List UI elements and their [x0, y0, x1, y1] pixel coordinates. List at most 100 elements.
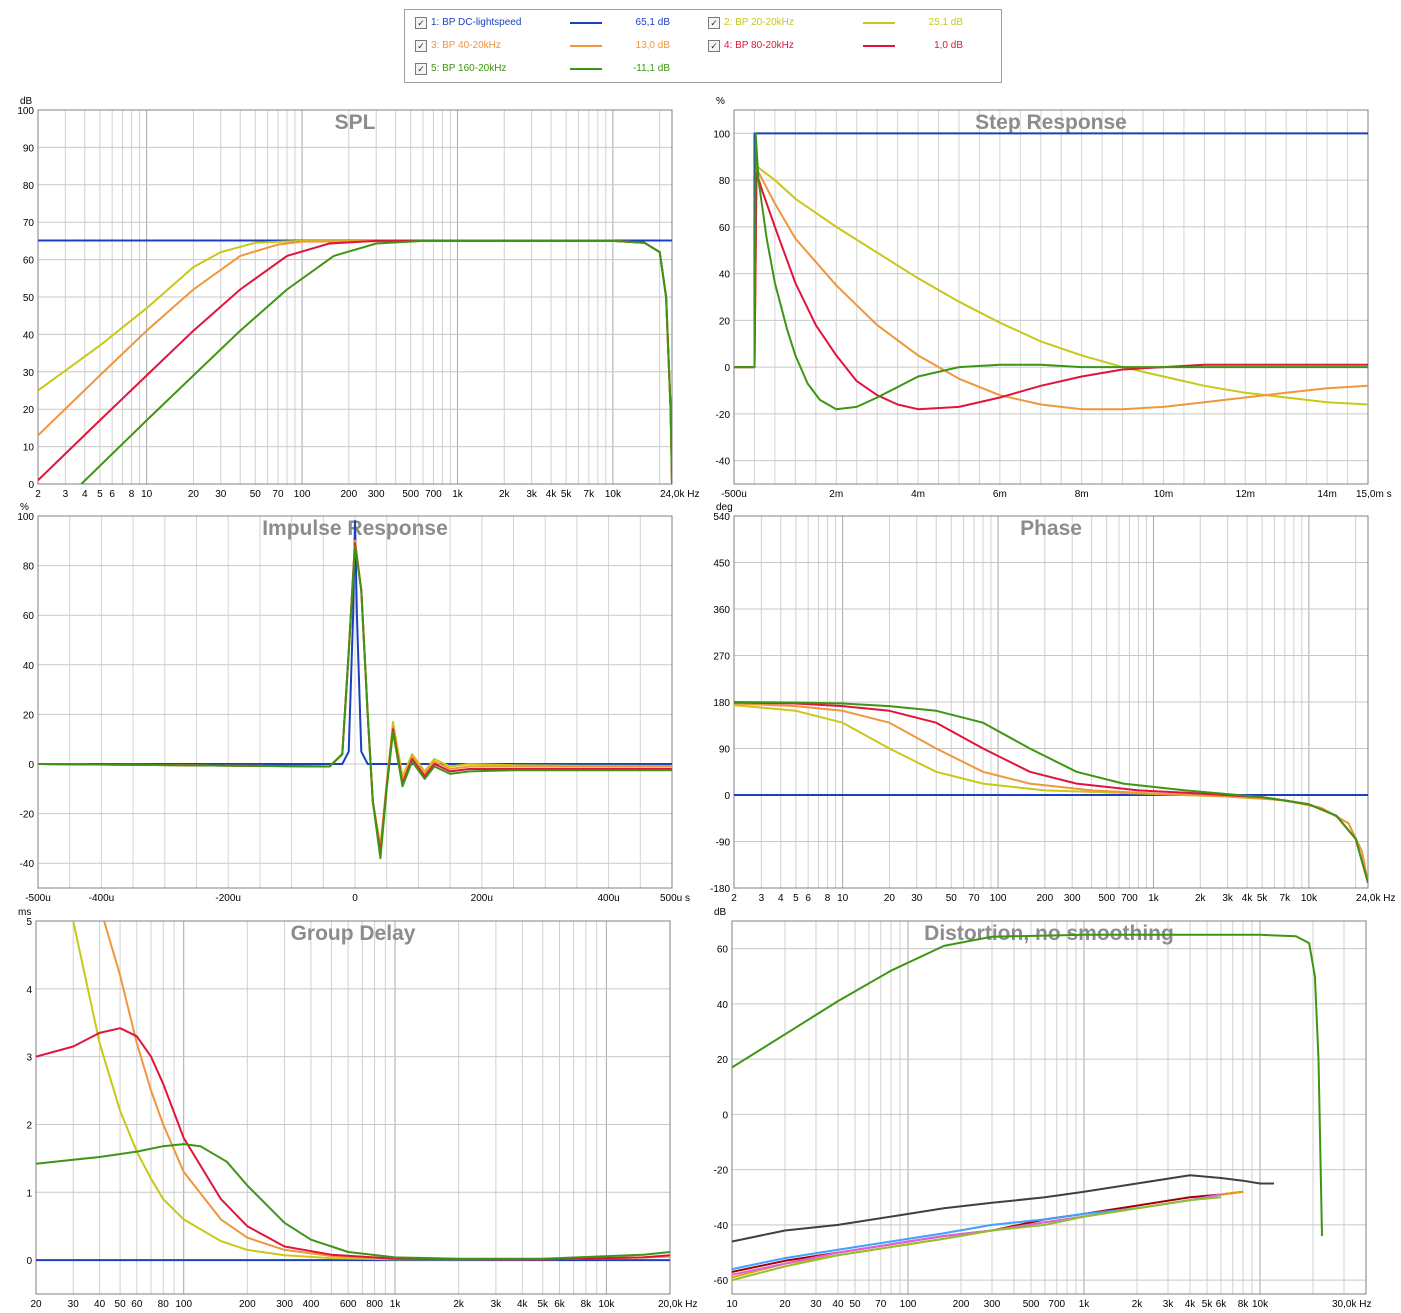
x-tick-label: 2k: [1195, 893, 1207, 904]
y-tick-label: 100: [713, 129, 730, 140]
x-tick-label: 5: [793, 893, 799, 904]
x-tick-label: 5k: [1202, 1299, 1214, 1310]
y-tick-label: 20: [719, 316, 731, 327]
x-tick-label: 500u s: [660, 893, 690, 904]
x-tick-label: 30,0k Hz: [1332, 1299, 1371, 1310]
plot-spl: SPL dB 0 10 20 30 40 50 60 70 80 90 100 2 3 4 5 6 8 10 20 30 5…: [17, 96, 699, 500]
x-tick-label: -500u: [721, 489, 747, 500]
legend-series-value: 1,0 dB: [934, 40, 963, 51]
y-tick-label: 60: [719, 223, 731, 234]
y-tick-label: -20: [20, 810, 35, 821]
x-tick-label: 10k: [1252, 1299, 1269, 1310]
series-line: [734, 701, 1368, 884]
y-tick-label: 360: [713, 605, 730, 616]
y-unit-label: %: [716, 96, 725, 107]
x-tick-label: 30: [911, 893, 923, 904]
y-tick-label: 80: [23, 562, 35, 573]
x-tick-label: 1k: [452, 489, 464, 500]
x-tick-label: 70: [875, 1299, 887, 1310]
y-tick-label: -40: [20, 859, 35, 870]
grid-lines: [734, 516, 1368, 888]
series-line: [732, 1174, 1274, 1243]
x-tick-label: 200u: [471, 893, 493, 904]
legend-line-swatch: [570, 22, 602, 24]
x-tick-label: 20: [30, 1299, 42, 1310]
x-tick-label: 10: [141, 489, 153, 500]
x-tick-label: 1k: [390, 1299, 402, 1310]
x-tick-label: 6k: [1216, 1299, 1228, 1310]
x-tick-label: 8k: [1238, 1299, 1250, 1310]
x-tick-label: 40: [832, 1299, 844, 1310]
x-tick-label: 800: [366, 1299, 383, 1310]
y-tick-label: 10: [23, 443, 35, 454]
x-tick-label: 10: [837, 893, 849, 904]
x-tick-label: 500: [1023, 1299, 1040, 1310]
legend-item[interactable]: ✓ 4: BP 80-20kHz 1,0 dB: [708, 37, 993, 55]
legend-checkbox[interactable]: ✓: [415, 63, 427, 75]
x-tick-label: 5k: [1257, 893, 1269, 904]
series-line: [732, 933, 1323, 1237]
y-tick-label: 30: [23, 368, 35, 379]
series-line: [734, 132, 1368, 411]
y-tick-label: 90: [23, 143, 35, 154]
y-tick-label: 180: [713, 698, 730, 709]
x-tick-label: 3k: [526, 489, 538, 500]
y-tick-label: -60: [714, 1276, 729, 1287]
legend-box: ✓ 1: BP DC-lightspeed 65,1 dB ✓ 2: BP 20-20k…: [404, 9, 1002, 83]
legend-checkbox[interactable]: ✓: [708, 40, 720, 52]
x-tick-label: 2k: [1132, 1299, 1144, 1310]
y-tick-label: -90: [716, 838, 731, 849]
x-tick-label: 10k: [1301, 893, 1318, 904]
y-tick-label: 270: [713, 652, 730, 663]
x-tick-label: 700: [425, 489, 442, 500]
x-tick-label: 40: [94, 1299, 106, 1310]
x-tick-label: 400u: [597, 893, 619, 904]
legend-line-swatch: [863, 45, 895, 47]
y-tick-label: 0: [724, 791, 730, 802]
legend-item[interactable]: ✓ 1: BP DC-lightspeed 65,1 dB: [415, 14, 700, 32]
x-tick-label: 24,0k Hz: [1356, 893, 1395, 904]
x-tick-label: 5k: [561, 489, 573, 500]
y-tick-label: 90: [719, 745, 731, 756]
x-tick-label: 70: [968, 893, 980, 904]
legend-checkbox[interactable]: ✓: [708, 17, 720, 29]
grid-lines: [734, 110, 1368, 484]
x-tick-label: 300: [276, 1299, 293, 1310]
x-tick-label: 12m: [1236, 489, 1255, 500]
y-tick-label: 540: [713, 512, 730, 523]
legend-item[interactable]: ✓ 2: BP 20-20kHz 25,1 dB: [708, 14, 993, 32]
legend-item[interactable]: ✓ 5: BP 160-20kHz -11,1 dB: [415, 60, 700, 78]
y-unit-label: dB: [714, 907, 727, 918]
legend-checkbox[interactable]: ✓: [415, 17, 427, 29]
legend-line-swatch: [570, 68, 602, 70]
legend-series-name: 5: BP 160-20kHz: [431, 63, 507, 74]
legend-series-value: 65,1 dB: [635, 17, 670, 28]
y-tick-label: 0: [28, 760, 34, 771]
x-tick-label: 2m: [829, 489, 843, 500]
x-tick-label: 3k: [1163, 1299, 1175, 1310]
series-line: [734, 172, 1368, 411]
y-tick-label: 40: [717, 1000, 729, 1011]
x-tick-label: -400u: [89, 893, 115, 904]
series-line: [80, 239, 672, 484]
y-tick-label: 40: [719, 270, 731, 281]
y-unit-label: dB: [20, 96, 33, 107]
x-tick-label: 50: [250, 489, 262, 500]
y-tick-label: -20: [716, 410, 731, 421]
legend-item[interactable]: ✓ 3: BP 40-20kHz 13,0 dB: [415, 37, 700, 55]
plot-step: Step Response% -40 -20 0 20 40 60 80 100 -500u 2m 4…: [713, 96, 1391, 500]
y-tick-label: 20: [23, 405, 35, 416]
series-line: [734, 165, 1368, 406]
x-tick-label: 8m: [1075, 489, 1089, 500]
legend-checkbox[interactable]: ✓: [415, 40, 427, 52]
x-tick-label: 30: [68, 1299, 80, 1310]
y-tick-label: 3: [26, 1053, 32, 1064]
y-unit-label: deg: [716, 502, 733, 513]
x-tick-label: 3k: [1222, 893, 1234, 904]
x-tick-label: 20,0k Hz: [658, 1299, 697, 1310]
x-tick-label: 20: [188, 489, 200, 500]
x-tick-label: 10m: [1154, 489, 1173, 500]
x-tick-label: 200: [341, 489, 358, 500]
